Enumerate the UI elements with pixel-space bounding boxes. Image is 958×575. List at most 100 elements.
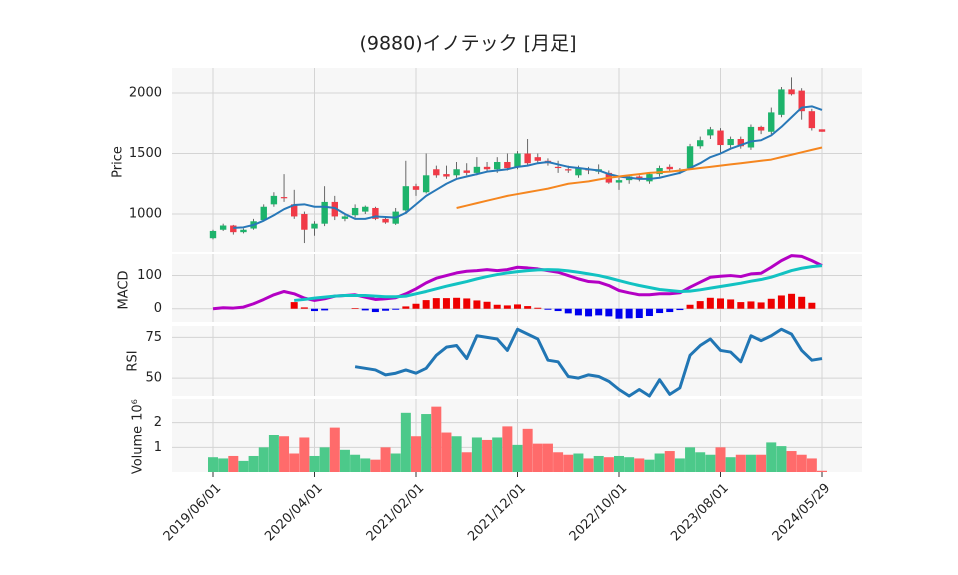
- candle-body: [534, 157, 541, 161]
- candle-body: [463, 170, 470, 173]
- candle-body: [575, 168, 582, 176]
- volume-bar: [735, 454, 746, 472]
- macd-histogram-bar: [717, 298, 724, 309]
- candle-body: [321, 201, 328, 224]
- macd-histogram-bar: [706, 297, 714, 309]
- macd-histogram-bar: [453, 297, 461, 309]
- macd-histogram-bar: [392, 308, 400, 310]
- macd-histogram-bar: [574, 308, 582, 316]
- macd-histogram-bar: [432, 298, 440, 309]
- chart-title: (9880)イノテック [月足]: [359, 33, 576, 55]
- macd-histogram-bar: [798, 296, 806, 309]
- volume-bar: [654, 453, 665, 472]
- candle-body: [565, 169, 572, 171]
- macd-histogram-bar: [645, 308, 653, 317]
- candle-body: [504, 161, 511, 169]
- candle-body: [636, 176, 643, 179]
- y-tick-label: 1500: [129, 146, 162, 161]
- candle-body: [737, 139, 744, 147]
- candle-body: [209, 230, 217, 239]
- candle-body: [219, 225, 227, 230]
- volume-bar: [817, 470, 827, 472]
- candle-body: [514, 153, 521, 167]
- volume-bar: [553, 452, 564, 472]
- rsi-line: [354, 327, 823, 398]
- volume-bar: [451, 436, 462, 472]
- volume-bar: [411, 436, 421, 472]
- y-tick-label: 2000: [129, 86, 162, 101]
- x-tick-label: 2019/06/01: [161, 481, 225, 545]
- macd-histogram-bar: [514, 304, 521, 309]
- volume-bar: [218, 458, 229, 472]
- volume-bar: [624, 457, 635, 472]
- signal-line: [294, 264, 823, 302]
- macd-histogram-bar: [696, 301, 704, 309]
- y-tick-label: 100: [137, 268, 162, 283]
- volume-bar: [766, 442, 777, 472]
- volume-bar: [532, 443, 543, 472]
- y-tick-label: 1: [154, 440, 162, 455]
- macd-histogram-bar: [311, 308, 318, 312]
- volume-bar: [685, 447, 696, 472]
- volume-bar: [695, 452, 706, 472]
- volume-bar: [421, 414, 432, 472]
- volume-bar: [441, 432, 452, 472]
- candle-body: [798, 90, 805, 112]
- volume-bar: [614, 455, 624, 472]
- macd-histogram-bar: [321, 308, 329, 311]
- candle-body: [615, 180, 623, 183]
- macd-histogram-bar: [605, 308, 613, 317]
- y-tick-label: 75: [145, 330, 162, 345]
- candle-body: [788, 89, 795, 95]
- candle-body: [494, 161, 501, 170]
- macd-histogram-bar: [777, 295, 785, 309]
- volume-bar: [756, 454, 767, 472]
- volume-bar: [238, 460, 249, 472]
- volume-bar: [319, 447, 330, 472]
- y-tick-label: 0: [154, 301, 162, 316]
- volume-bar: [776, 446, 787, 472]
- volume-bar: [674, 458, 685, 472]
- macd-histogram-bar: [564, 308, 572, 314]
- macd-histogram-bar: [351, 308, 359, 309]
- macd-histogram-bar: [361, 308, 369, 311]
- candle-body: [260, 206, 267, 221]
- candle-body: [331, 201, 338, 217]
- volume-bar: [268, 435, 279, 472]
- volume-bar: [258, 447, 269, 472]
- candle-body: [412, 186, 420, 190]
- macd-histogram-bar: [676, 308, 684, 311]
- candle-body: [768, 112, 775, 132]
- candle-body: [433, 169, 440, 176]
- macd-histogram-bar: [554, 308, 562, 312]
- candle-body: [778, 89, 785, 115]
- candle-body: [747, 126, 755, 148]
- volume-bar: [644, 459, 655, 472]
- candle-body: [707, 129, 714, 136]
- macd-histogram-bar: [727, 299, 735, 309]
- volume-bar: [248, 455, 259, 472]
- y-tick-label: 2: [154, 415, 162, 430]
- macd-histogram-bar: [595, 308, 603, 316]
- volume-bar: [390, 453, 401, 472]
- volume-bar: [725, 457, 736, 472]
- volume-bar: [461, 452, 472, 472]
- volume-bar: [350, 454, 361, 472]
- volume-bar: [705, 454, 716, 472]
- macd-histogram-bar: [686, 304, 694, 309]
- macd-histogram-bar: [290, 302, 298, 309]
- macd-histogram-bar: [808, 302, 816, 309]
- candle-body: [291, 204, 298, 217]
- volume-bar: [492, 437, 503, 472]
- y-tick-label: 1000: [129, 207, 162, 222]
- candle-body: [270, 195, 278, 205]
- candle-body: [382, 218, 389, 223]
- y-axis-label: Price: [111, 146, 126, 178]
- volume-bar: [400, 412, 411, 472]
- volume-bar: [573, 453, 584, 472]
- candle-body: [554, 166, 562, 169]
- macd-histogram-bar: [371, 308, 379, 313]
- volume-bar: [563, 454, 574, 472]
- volume-bar: [634, 458, 645, 472]
